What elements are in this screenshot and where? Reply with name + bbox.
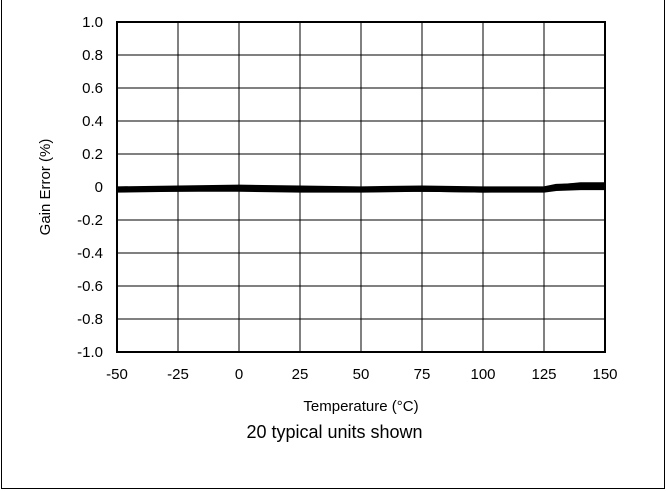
plot-border — [116, 21, 606, 353]
y-tick-label: 0.2 — [82, 146, 103, 163]
y-tick-label: 0.8 — [82, 47, 103, 64]
y-tick-label: -1.0 — [77, 344, 103, 361]
x-tick-label: 100 — [470, 366, 495, 383]
y-tick-label: 1.0 — [82, 14, 103, 31]
y-axis-label: Gain Error (%) — [37, 139, 54, 236]
y-tick-label: 0.6 — [82, 80, 103, 97]
series-line — [116, 183, 605, 190]
x-tick-label: 25 — [292, 366, 309, 383]
y-tick-label: -0.4 — [77, 245, 103, 262]
y-tick-labels: 1.0 0.8 0.6 0.4 0.2 0 -0.2 -0.4 -0.6 -0.8 -1.0 — [77, 14, 103, 361]
x-tick-label: -50 — [106, 366, 128, 383]
series-line — [116, 187, 605, 193]
x-tick-label: -25 — [167, 366, 189, 383]
x-tick-label: 75 — [414, 366, 431, 383]
x-axis-label: Temperature (°C) — [303, 398, 418, 415]
x-tick-label: 0 — [235, 366, 243, 383]
x-tick-label: 50 — [353, 366, 370, 383]
y-tick-label: -0.6 — [77, 278, 103, 295]
series-group — [116, 182, 605, 193]
x-tick-label: 150 — [592, 366, 617, 383]
y-tick-label: -0.8 — [77, 311, 103, 328]
chart-note: 20 typical units shown — [246, 422, 423, 442]
y-tick-label: 0.4 — [82, 113, 103, 130]
x-tick-label: 125 — [531, 366, 556, 383]
x-tick-labels: -50 -25 0 25 50 75 100 125 150 — [106, 366, 617, 383]
y-tick-label: -0.2 — [77, 212, 103, 229]
y-tick-label: 0 — [95, 179, 103, 196]
